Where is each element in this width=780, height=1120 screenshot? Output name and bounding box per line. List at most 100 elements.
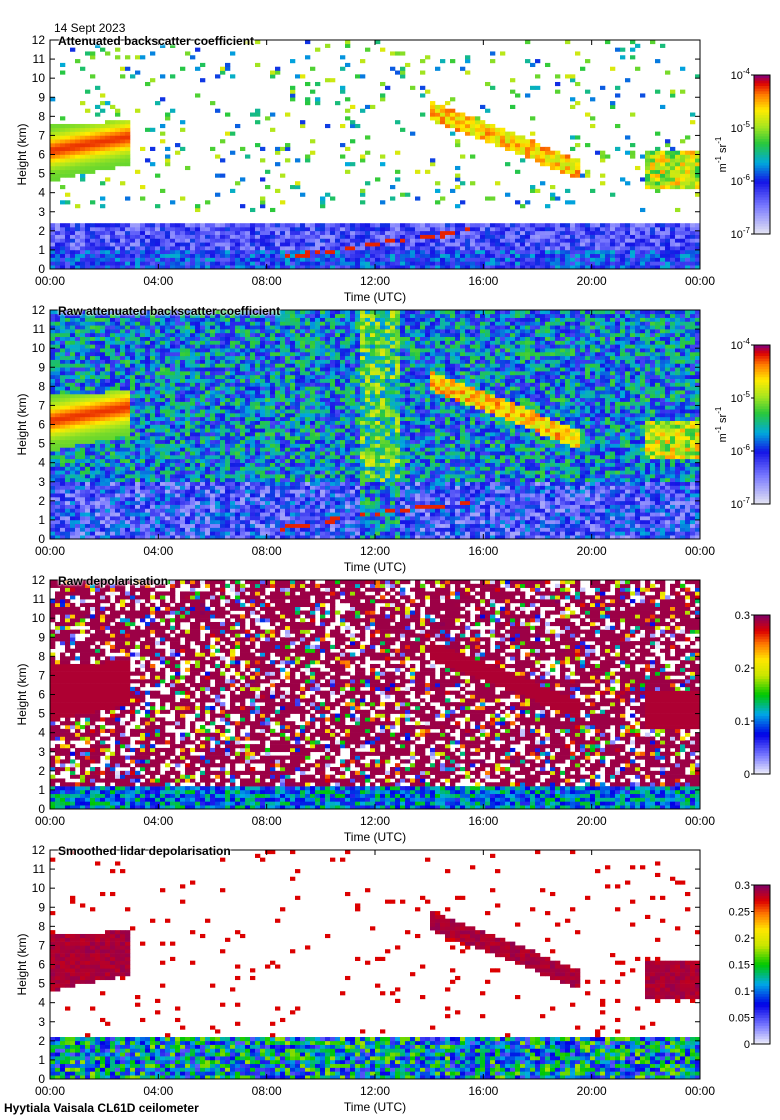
colorbar-cell [754,400,770,404]
y-tick-label: 5 [38,707,45,721]
colorbar-cell [754,681,770,685]
colorbar-cell [754,715,770,719]
colorbar-cell [754,162,770,166]
colorbar-cell [754,927,770,931]
colorbar-cell [754,482,770,486]
colorbar-cell [754,456,770,460]
colorbar-cell [754,151,770,155]
y-axis-label: Height (km) [15,933,29,995]
y-tick-label: 2 [38,494,45,508]
colorbar-cell [754,477,770,481]
colorbar-cell [754,771,770,775]
colorbar-cell [754,919,770,923]
colorbar-cell [754,352,770,356]
colorbar-label: m-1 sr-1 [714,406,729,442]
colorbar-cell [754,625,770,629]
colorbar-cell [754,398,770,402]
y-tick-label: 12 [32,843,46,857]
colorbar-cell [754,146,770,150]
colorbar-cell [754,945,770,949]
y-tick-label: 10 [32,881,46,895]
plot-title: Smoothed lidar depolarisation [58,844,231,858]
colorbar-cell [754,628,770,632]
colorbar-cell [754,1030,770,1034]
colorbar-cell [754,728,770,732]
colorbar-cell [754,90,770,94]
colorbar-cell [754,77,770,81]
y-tick-label: 9 [38,630,45,644]
x-tick-label: 00:00 [685,1084,715,1098]
colorbar-cell [754,387,770,391]
colorbar-cell [754,175,770,179]
colorbar-cell [754,1020,770,1024]
colorbar-cell [754,408,770,412]
x-tick-label: 04:00 [143,1084,173,1098]
colorbar-cell [754,766,770,770]
colorbar-cell [754,885,770,889]
colorbar-cell [754,1004,770,1008]
colorbar-tick-label: 0.1 [735,986,750,998]
colorbar-cell [754,662,770,666]
y-tick-label: 9 [38,90,45,104]
colorbar-cell [754,734,770,738]
x-tick-label: 08:00 [252,1084,282,1098]
colorbar-cell [754,228,770,232]
x-axis-label: Time (UTC) [344,290,406,304]
x-axis-label: Time (UTC) [344,830,406,844]
y-tick-label: 3 [38,475,45,489]
x-tick-label: 16:00 [468,814,498,828]
footer-label: Hyytiala Vaisala CL61D ceilometer [4,1101,199,1115]
colorbar-cell [754,705,770,709]
colorbar-cell [754,678,770,682]
x-tick-label: 12:00 [360,274,390,288]
colorbar-cell [754,620,770,624]
colorbar-cell [754,646,770,650]
colorbar-cell [754,742,770,746]
y-tick-label: 8 [38,919,45,933]
colorbar-cell [754,1001,770,1005]
colorbar-cell [754,763,770,767]
colorbar-cell [754,638,770,642]
colorbar-cell [754,649,770,653]
x-tick-label: 08:00 [252,274,282,288]
y-tick-label: 1 [38,1053,45,1067]
colorbar-cell [754,445,770,449]
x-tick-label: 00:00 [35,1084,65,1098]
colorbar-cell [754,75,770,79]
colorbar-cell [754,472,770,476]
y-tick-label: 0 [38,1072,45,1086]
colorbar-cell [754,652,770,656]
colorbar-cell [754,908,770,912]
colorbar-cell [754,355,770,359]
colorbar-cell [754,654,770,658]
colorbar-cell [754,143,770,147]
plot-title: Raw depolarisation [58,574,169,588]
heatmap-field [50,850,701,1080]
x-axis-label: Time (UTC) [344,1100,406,1114]
colorbar-cell [754,149,770,153]
colorbar-cell [754,154,770,158]
colorbar-cell [754,88,770,92]
y-tick-label: 11 [33,52,46,66]
x-tick-label: 00:00 [35,544,65,558]
colorbar-cell [754,892,770,896]
colorbar-cell [754,657,770,661]
y-tick-label: 4 [38,456,45,470]
colorbar-cell [754,374,770,378]
colorbar-cell [754,1038,770,1042]
colorbar-cell [754,466,770,470]
colorbar-cell [754,485,770,489]
colorbar-cell [754,403,770,407]
y-tick-label: 8 [38,109,45,123]
y-tick-label: 10 [32,71,46,85]
colorbar-tick-label: 0.3 [735,610,750,622]
colorbar: 10-4 10-5 10-6 10-7 m-1 sr-1 [714,337,771,511]
colorbar-cell [754,453,770,457]
colorbar-cell [754,80,770,84]
x-tick-label: 20:00 [577,544,607,558]
y-tick-label: 7 [38,938,45,952]
heatmap-field [50,310,701,540]
colorbar-cell [754,718,770,722]
y-tick-label: 1 [38,513,45,527]
